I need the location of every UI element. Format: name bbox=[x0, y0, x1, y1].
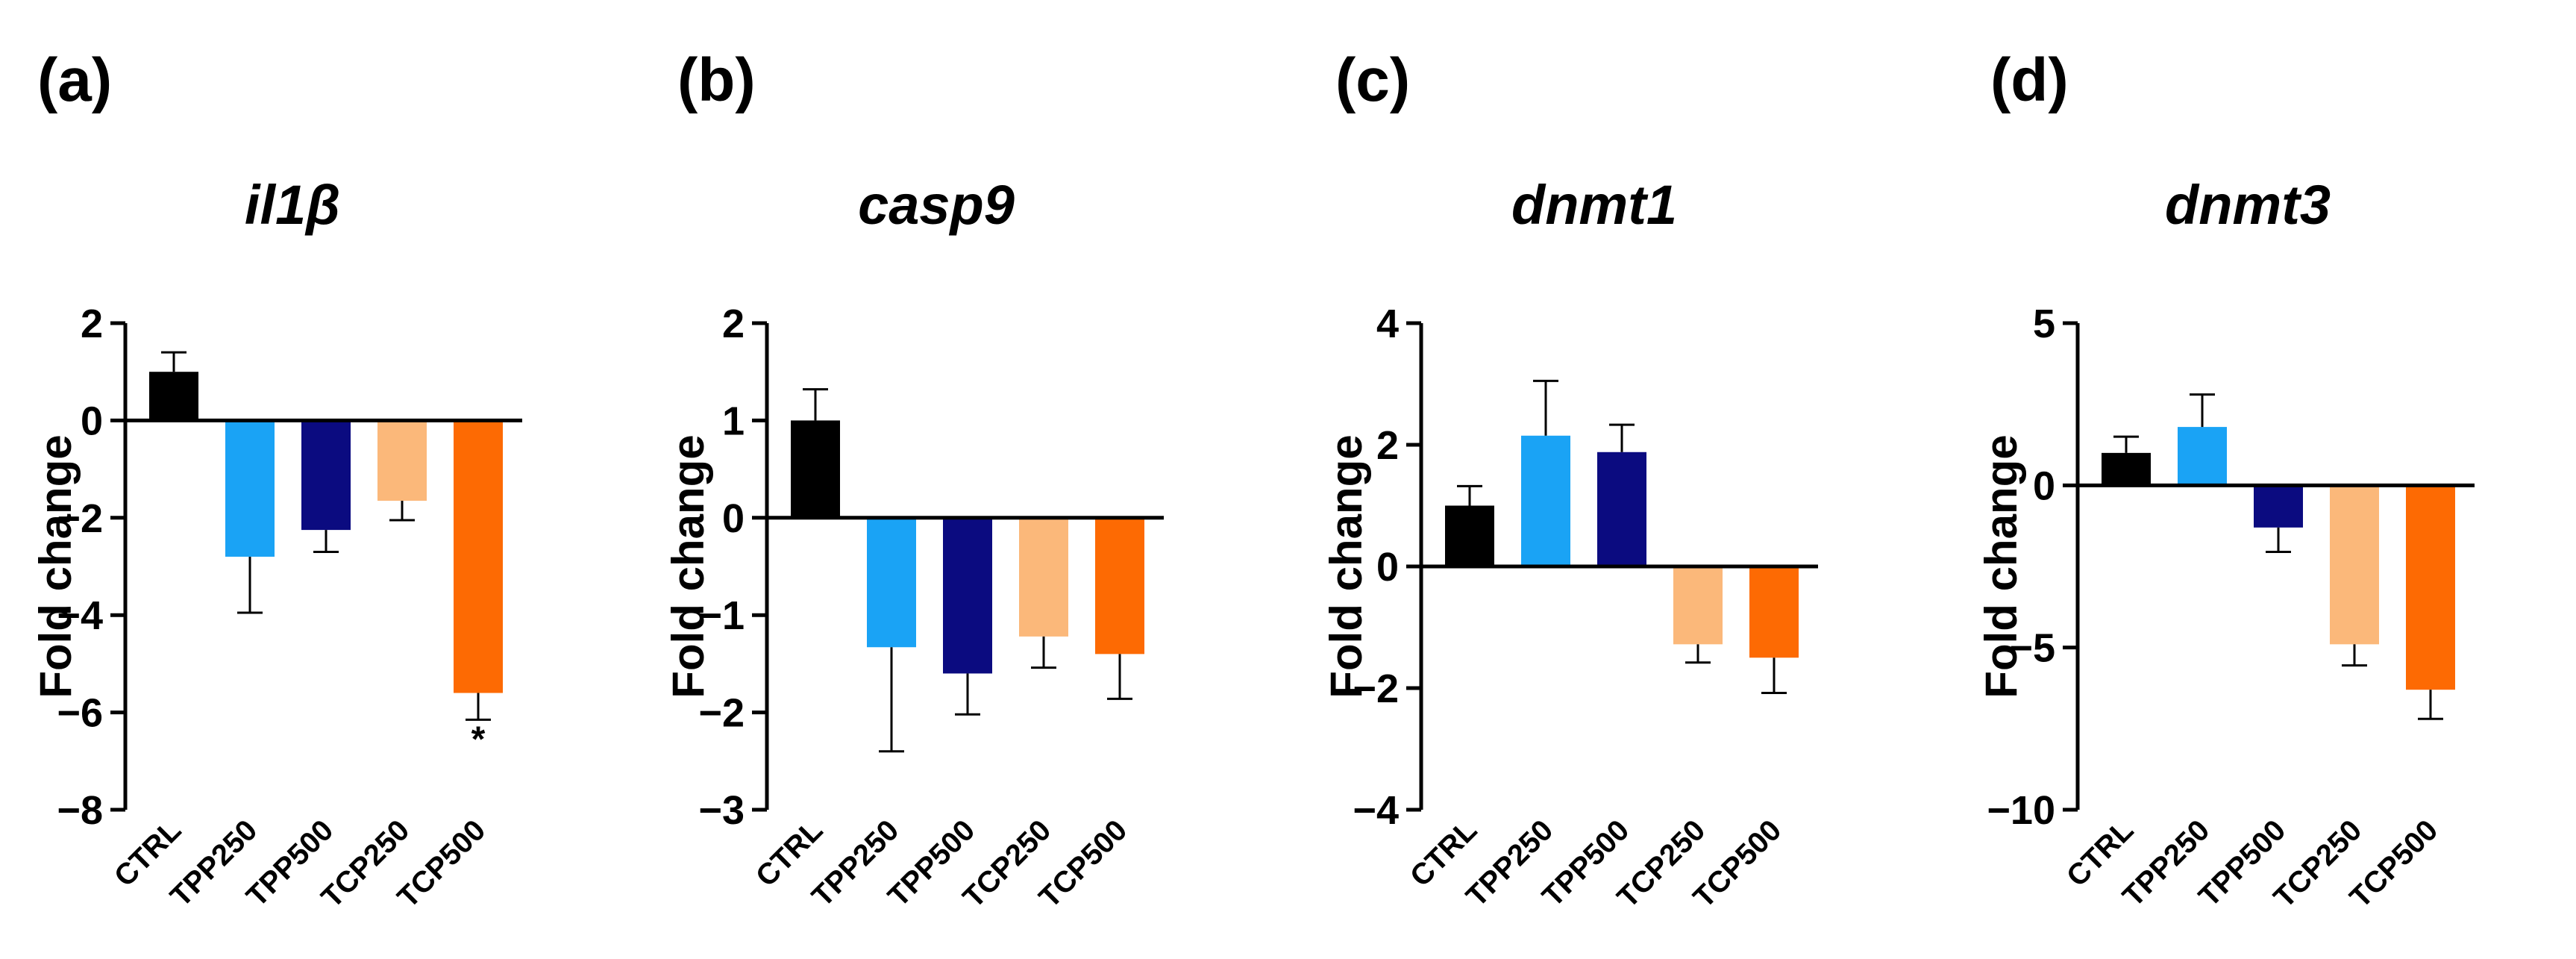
y-tick-label: 4 bbox=[1376, 302, 1399, 346]
y-tick-label: −8 bbox=[57, 788, 103, 833]
y-tick-label: −10 bbox=[1987, 788, 2055, 833]
chart-title: il1β bbox=[245, 174, 340, 236]
bar-tcp500 bbox=[1749, 566, 1799, 658]
bar-tcp500 bbox=[1095, 517, 1144, 655]
bar-tcp250 bbox=[2330, 485, 2379, 645]
panel-label: (b) bbox=[677, 46, 756, 114]
bar-tcp500 bbox=[454, 420, 503, 693]
y-axis-label: Fold change bbox=[1321, 434, 1371, 698]
y-tick-label: 0 bbox=[2033, 463, 2055, 508]
y-tick-label: −6 bbox=[57, 691, 103, 736]
bar-tcp250 bbox=[377, 420, 427, 501]
bar-tcp250 bbox=[1673, 566, 1723, 645]
bar-tpp500 bbox=[1597, 452, 1646, 566]
y-tick-label: −3 bbox=[698, 788, 745, 833]
y-tick-label: 0 bbox=[81, 399, 103, 443]
y-axis-label: Fold change bbox=[663, 434, 713, 698]
y-tick-label: −2 bbox=[698, 691, 745, 736]
panel-label: (d) bbox=[1990, 46, 2069, 114]
y-tick-label: −1 bbox=[698, 593, 745, 638]
chart-title: dnmt3 bbox=[2165, 174, 2331, 236]
bar-tpp500 bbox=[301, 420, 351, 531]
y-tick-label: 2 bbox=[1376, 423, 1399, 468]
bar-tpp500 bbox=[943, 517, 992, 674]
y-tick-label: −2 bbox=[57, 496, 103, 541]
bar-ctrl bbox=[149, 372, 198, 421]
y-tick-label: 2 bbox=[722, 302, 745, 346]
y-tick-label: 0 bbox=[1376, 545, 1399, 590]
y-tick-label: 2 bbox=[81, 302, 103, 346]
y-tick-label: −2 bbox=[1353, 666, 1399, 711]
bar-ctrl bbox=[2102, 452, 2151, 486]
bar-tpp250 bbox=[225, 420, 275, 557]
significance-marker: * bbox=[471, 719, 486, 759]
bar-tpp250 bbox=[1521, 435, 1570, 566]
y-tick-label: 1 bbox=[722, 399, 745, 443]
chart-title: dnmt1 bbox=[1511, 174, 1677, 236]
bar-tpp500 bbox=[2254, 485, 2303, 528]
bar-tpp250 bbox=[2178, 427, 2227, 486]
bar-ctrl bbox=[791, 420, 840, 518]
y-tick-label: 5 bbox=[2033, 302, 2055, 346]
bar-tcp250 bbox=[1019, 517, 1068, 637]
y-tick-label: −4 bbox=[1353, 788, 1399, 833]
y-axis-label: Fold change bbox=[31, 434, 81, 698]
y-tick-label: 0 bbox=[722, 496, 745, 541]
panel-label: (c) bbox=[1335, 46, 1410, 114]
y-tick-label: −4 bbox=[57, 593, 103, 638]
y-tick-label: −5 bbox=[2009, 626, 2055, 671]
bar-ctrl bbox=[1445, 505, 1494, 566]
y-axis-label: Fold change bbox=[1976, 434, 2026, 698]
panel-label: (a) bbox=[37, 46, 112, 114]
chart-title: casp9 bbox=[858, 174, 1015, 236]
bar-tcp500 bbox=[2406, 485, 2455, 690]
bar-tpp250 bbox=[867, 517, 916, 648]
